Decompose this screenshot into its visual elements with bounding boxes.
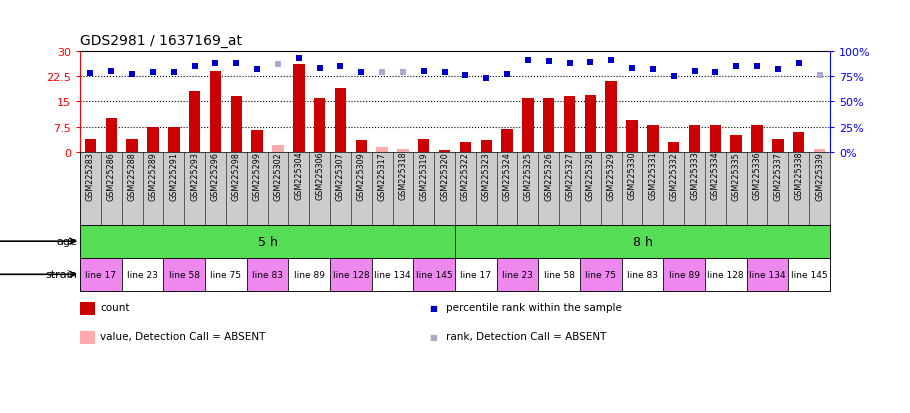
- Text: line 134: line 134: [749, 270, 785, 279]
- Bar: [330, 258, 371, 291]
- Bar: [710, 126, 721, 153]
- Bar: [501, 129, 513, 153]
- Bar: [251, 131, 263, 153]
- Text: line 128: line 128: [707, 270, 744, 279]
- Text: line 58: line 58: [543, 270, 574, 279]
- Text: line 83: line 83: [252, 270, 283, 279]
- Bar: [147, 128, 158, 153]
- Bar: [564, 97, 575, 153]
- Bar: [314, 99, 326, 153]
- Bar: [293, 65, 305, 153]
- Bar: [605, 82, 617, 153]
- Bar: [460, 143, 471, 153]
- Text: ■: ■: [430, 332, 437, 341]
- Bar: [335, 89, 346, 153]
- Bar: [356, 141, 367, 153]
- Bar: [543, 99, 554, 153]
- Bar: [752, 126, 763, 153]
- Bar: [439, 151, 450, 153]
- Bar: [230, 97, 242, 153]
- Bar: [746, 258, 788, 291]
- Text: strain: strain: [46, 270, 77, 280]
- Bar: [584, 95, 596, 153]
- Text: line 58: line 58: [168, 270, 199, 279]
- Bar: [689, 126, 701, 153]
- Bar: [413, 258, 455, 291]
- Text: line 145: line 145: [416, 270, 452, 279]
- Bar: [668, 143, 680, 153]
- Bar: [377, 148, 388, 153]
- Text: rank, Detection Call = ABSENT: rank, Detection Call = ABSENT: [446, 332, 606, 342]
- Bar: [455, 225, 830, 258]
- Bar: [480, 141, 492, 153]
- Text: line 17: line 17: [460, 270, 491, 279]
- Bar: [272, 146, 284, 153]
- Bar: [622, 258, 663, 291]
- Bar: [788, 258, 830, 291]
- Bar: [418, 139, 430, 153]
- Text: GDS2981 / 1637169_at: GDS2981 / 1637169_at: [80, 33, 242, 47]
- Text: value, Detection Call = ABSENT: value, Detection Call = ABSENT: [100, 332, 266, 342]
- Text: line 83: line 83: [627, 270, 658, 279]
- Text: line 89: line 89: [294, 270, 325, 279]
- Text: count: count: [100, 303, 129, 313]
- Text: line 128: line 128: [332, 270, 369, 279]
- Text: percentile rank within the sample: percentile rank within the sample: [446, 303, 622, 313]
- Bar: [814, 150, 825, 153]
- Text: ■: ■: [430, 303, 437, 312]
- Bar: [731, 136, 742, 153]
- Bar: [122, 258, 164, 291]
- Bar: [189, 92, 200, 153]
- Text: line 89: line 89: [669, 270, 700, 279]
- Bar: [647, 126, 659, 153]
- Bar: [80, 225, 455, 258]
- Text: 5 h: 5 h: [258, 235, 278, 248]
- Bar: [580, 258, 622, 291]
- Text: line 145: line 145: [791, 270, 827, 279]
- Bar: [164, 258, 205, 291]
- Bar: [793, 133, 804, 153]
- Bar: [705, 258, 746, 291]
- Text: line 75: line 75: [585, 270, 616, 279]
- Text: 8 h: 8 h: [632, 235, 652, 248]
- Bar: [455, 258, 497, 291]
- Text: line 17: line 17: [86, 270, 116, 279]
- Bar: [209, 72, 221, 153]
- Bar: [126, 139, 138, 153]
- Bar: [397, 150, 409, 153]
- Text: age: age: [56, 237, 77, 247]
- Bar: [205, 258, 247, 291]
- Bar: [522, 99, 533, 153]
- Bar: [85, 139, 96, 153]
- Bar: [288, 258, 330, 291]
- Bar: [539, 258, 580, 291]
- Text: line 23: line 23: [502, 270, 533, 279]
- Bar: [497, 258, 539, 291]
- Bar: [247, 258, 288, 291]
- Bar: [772, 139, 784, 153]
- Bar: [80, 258, 122, 291]
- Bar: [168, 128, 179, 153]
- Text: line 23: line 23: [127, 270, 158, 279]
- Bar: [663, 258, 705, 291]
- Bar: [371, 258, 413, 291]
- Text: line 134: line 134: [374, 270, 410, 279]
- Bar: [106, 119, 117, 153]
- Bar: [626, 121, 638, 153]
- Text: line 75: line 75: [210, 270, 241, 279]
